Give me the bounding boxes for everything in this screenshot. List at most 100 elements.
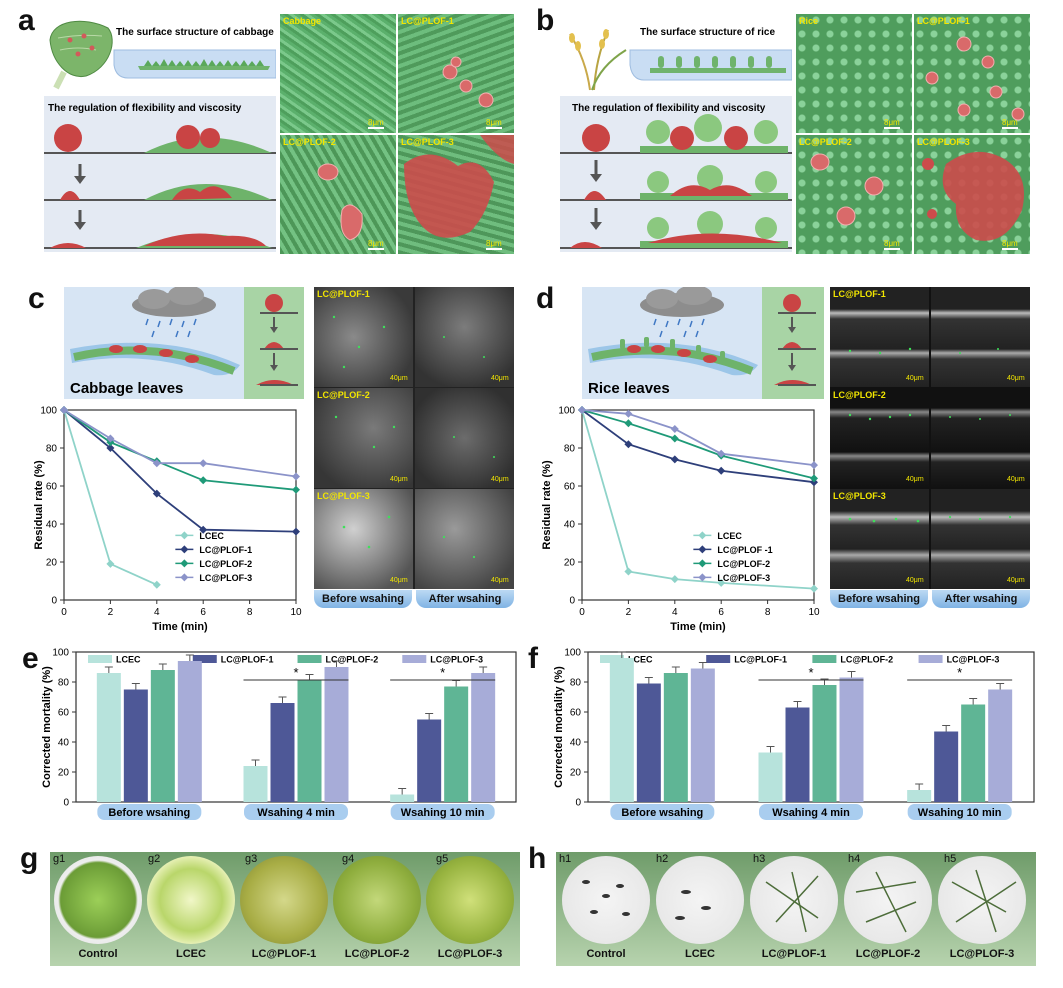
y-tick-label: 100 xyxy=(52,648,69,659)
x-tick-label: 8 xyxy=(765,607,771,618)
y-tick-label: 60 xyxy=(58,708,70,719)
data-point xyxy=(670,575,679,584)
y-tick-label: 80 xyxy=(564,444,576,455)
x-tick-label: 10 xyxy=(808,607,820,618)
scale-bar-label: 40μm xyxy=(906,476,924,483)
y-tick-label: 100 xyxy=(558,406,575,417)
micrograph-label: Cabbage xyxy=(283,16,322,26)
petri-dish-photo xyxy=(54,856,142,944)
legend-marker xyxy=(698,545,707,554)
scale-bar-label: 40μm xyxy=(1007,577,1025,584)
fluor-label: LC@PLOF-3 xyxy=(317,491,370,501)
micrograph-overlay-b xyxy=(810,36,1025,241)
legend-label: LC@PLOF-2 xyxy=(840,655,893,665)
data-point xyxy=(717,578,726,587)
fluor-label: LC@PLOF-1 xyxy=(833,289,886,299)
chart-f-corrected-mortality: 0 20 40 60 80 100 Corrected mortality (%) LCEC L… xyxy=(553,648,1035,820)
petri-dish-photo xyxy=(844,856,932,944)
micrograph-a-plof2 xyxy=(280,135,396,254)
legend-marker xyxy=(698,573,707,582)
data-point xyxy=(670,455,679,464)
legend-label: LC@PLOF-3 xyxy=(430,655,483,665)
bar xyxy=(690,668,715,802)
sub-label: g4 xyxy=(342,853,355,865)
dish-label: Control xyxy=(586,948,626,960)
scale-bar-label: 8μm xyxy=(368,239,384,250)
panel-d-fluorescence: LC@PLOF-1 LC@PLOF-2 LC@PLOF-3 40μm 40μm … xyxy=(830,287,1030,589)
larvae-overlay xyxy=(582,869,1017,933)
panel-b-schematic: The surface structure of rice The regula… xyxy=(560,27,792,252)
series-line xyxy=(581,409,815,480)
bar xyxy=(961,704,986,802)
data-point xyxy=(810,461,818,470)
y-tick-label: 40 xyxy=(570,738,582,749)
category-tab xyxy=(907,804,1012,820)
panel-b-micrographs: Rice LC@PLOF-1 LC@PLOF-2 LC@PLOF-3 8μm 8… xyxy=(796,14,1030,254)
micrograph-label: LC@PLOF-3 xyxy=(401,137,454,147)
fluor-image xyxy=(830,489,929,589)
legend-swatch xyxy=(918,655,943,663)
y-tick-label: 20 xyxy=(46,558,58,569)
legend-swatch xyxy=(706,655,731,663)
fluor-image xyxy=(830,388,929,488)
dish-label: LCEC xyxy=(685,948,715,960)
sub-label: g1 xyxy=(53,853,66,865)
scale-bar-label: 8μm xyxy=(884,239,900,250)
cabbage-leaf-icon xyxy=(49,20,113,90)
petri-dish-photo xyxy=(938,856,1026,944)
data-point xyxy=(199,476,208,485)
panel-d-rain-illustration: Rice leaves xyxy=(582,287,824,399)
significance-mark: * xyxy=(808,665,813,680)
sub-label: g3 xyxy=(245,853,258,865)
legend-swatch xyxy=(402,655,427,663)
panel-letter-h: h xyxy=(528,842,547,875)
scale-bar-label: 40μm xyxy=(390,476,408,483)
scale-bar-label: 40μm xyxy=(491,375,509,382)
petri-dish-photo xyxy=(656,856,744,944)
x-tick-label: 2 xyxy=(626,607,632,618)
data-point xyxy=(670,425,679,433)
dish-label: LC@PLOF-2 xyxy=(855,948,921,960)
leaf-label: Rice leaves xyxy=(588,380,670,397)
panel-letter-f: f xyxy=(528,642,538,675)
fluor-image xyxy=(314,287,413,387)
panel-letter-d: d xyxy=(536,282,555,315)
data-point xyxy=(152,580,161,589)
petri-dish-photo xyxy=(562,856,650,944)
fluor-image xyxy=(931,489,1030,589)
rain-cloud-icon xyxy=(640,287,724,338)
dish-label: LC@PLOF-1 xyxy=(251,948,317,960)
y-axis-label: Residual rate (%) xyxy=(541,460,553,550)
x-tick-label: 8 xyxy=(247,607,253,618)
x-tick-label: 6 xyxy=(200,607,206,618)
sub-label: h2 xyxy=(656,853,669,865)
fluor-image xyxy=(415,287,514,387)
micrograph-label: LC@PLOF-1 xyxy=(917,16,970,26)
bar xyxy=(324,667,349,802)
significance-mark: * xyxy=(957,665,962,680)
scale-bar-label: 40μm xyxy=(1007,476,1025,483)
data-point xyxy=(810,474,818,483)
bar xyxy=(907,790,932,802)
legend-marker xyxy=(698,559,707,568)
data-point xyxy=(670,434,679,443)
panel-letter-e: e xyxy=(22,642,39,675)
y-tick-label: 100 xyxy=(564,648,581,659)
legend-swatch xyxy=(297,655,322,663)
legend-label: LC@PLOF-1 xyxy=(734,655,787,665)
y-tick-label: 60 xyxy=(564,482,576,493)
scale-bar-label: 40μm xyxy=(1007,375,1025,382)
x-tick-label: 4 xyxy=(672,607,678,618)
legend-marker xyxy=(698,531,707,540)
data-point xyxy=(717,466,726,475)
x-tick-label: 6 xyxy=(718,607,724,618)
micrograph-b-plof1 xyxy=(914,14,1030,133)
sub-label: h3 xyxy=(753,853,766,865)
legend-marker xyxy=(180,559,189,568)
data-point xyxy=(106,444,115,452)
data-point xyxy=(624,440,633,449)
category-label: Wsahing 10 min xyxy=(918,807,1002,819)
legend-label: LC@PLOF-2 xyxy=(717,559,770,569)
scale-bar-label: 8μm xyxy=(368,118,384,129)
data-point xyxy=(624,419,633,428)
